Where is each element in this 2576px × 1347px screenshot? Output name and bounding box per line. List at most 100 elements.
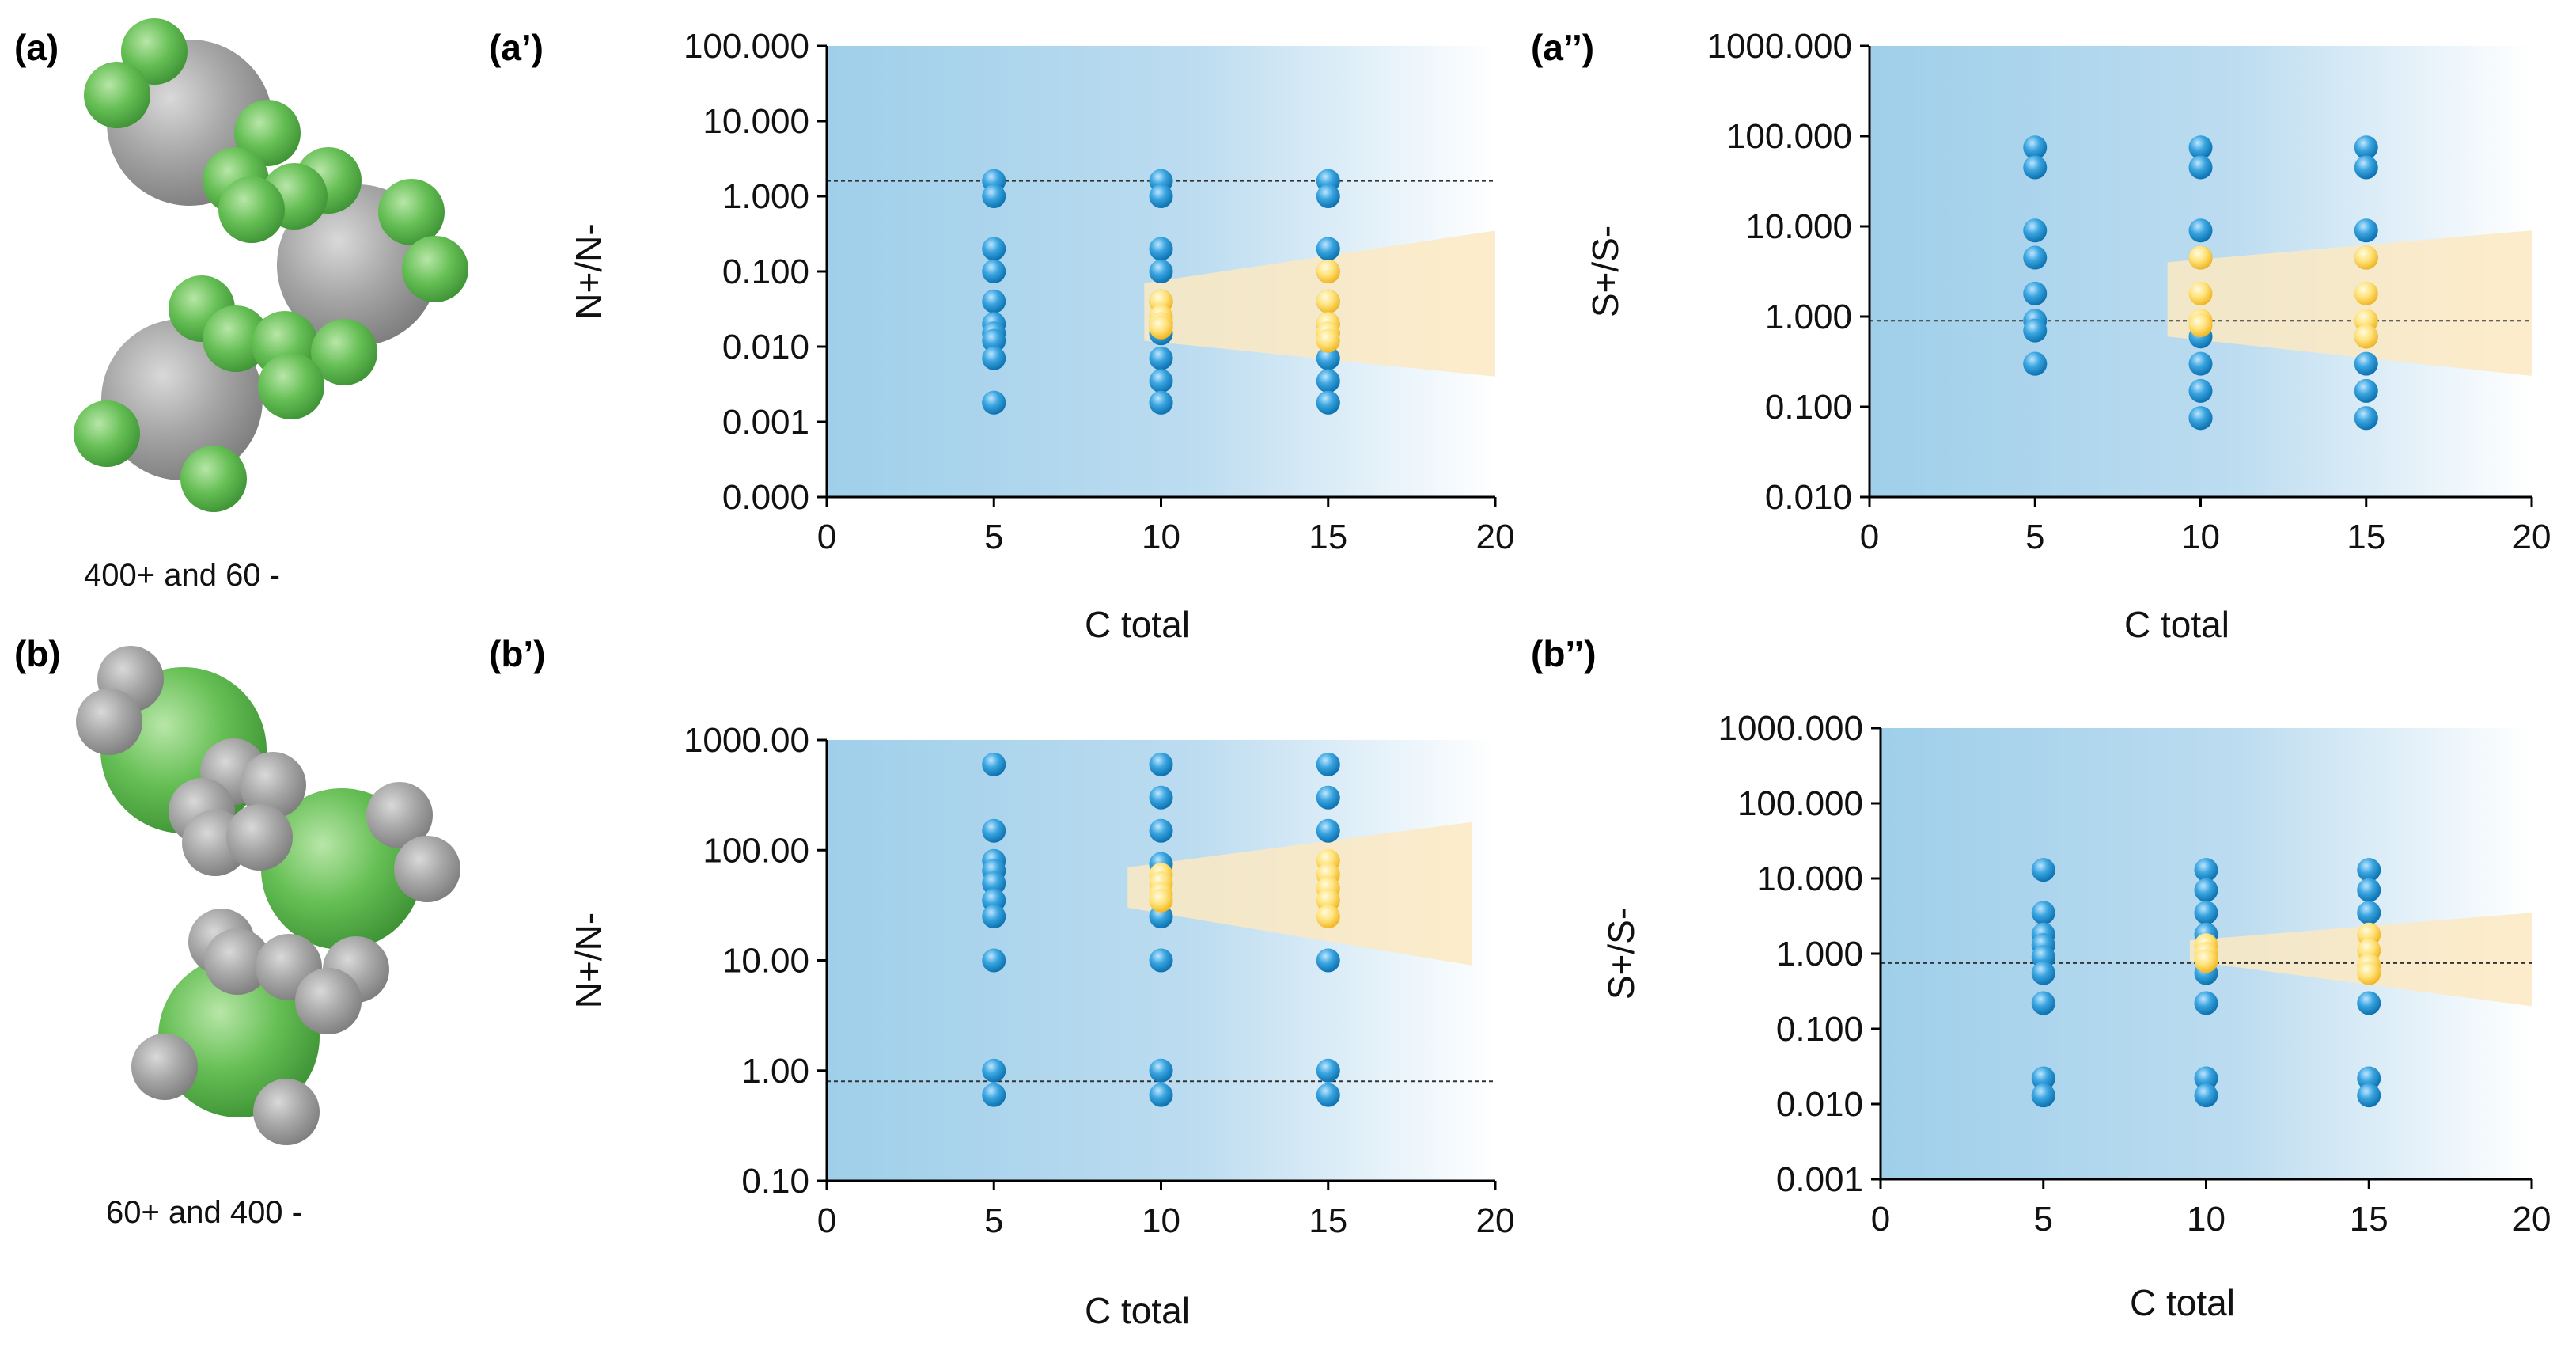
data-point-blue	[2357, 858, 2381, 882]
data-point-blue	[2023, 135, 2048, 160]
data-point-yellow	[1149, 315, 1173, 340]
y-axis-title: N+/N-	[568, 913, 609, 1008]
small-green-sphere	[180, 446, 247, 512]
y-tick-label: 10.000	[703, 102, 809, 141]
small-grey-spheres	[76, 646, 460, 1145]
y-tick-label: 0.100	[1765, 388, 1852, 427]
x-axis-title: C total	[2130, 1282, 2235, 1323]
data-point-yellow	[1149, 888, 1173, 913]
data-point-blue	[1149, 369, 1173, 393]
data-point-blue	[1316, 785, 1340, 810]
data-point-blue	[1316, 818, 1340, 843]
small-grey-sphere	[76, 689, 142, 755]
trend-band	[1127, 821, 1472, 966]
small-green-sphere	[74, 400, 140, 467]
data-point-blue	[2023, 245, 2048, 270]
y-tick-label: 0.100	[722, 252, 809, 291]
data-point-yellow	[2354, 324, 2378, 349]
y-tick-label: 0.001	[1776, 1160, 1863, 1199]
data-point-blue	[2354, 378, 2378, 403]
data-point-blue	[2031, 901, 2055, 925]
small-grey-sphere	[366, 782, 433, 848]
y-tick-label: 0.000	[722, 478, 809, 517]
small-grey-sphere	[204, 928, 271, 995]
data-point-blue	[2194, 991, 2218, 1015]
x-tick-label: 15	[1309, 518, 1347, 556]
data-point-blue	[1149, 390, 1173, 415]
data-point-blue	[1316, 1083, 1340, 1107]
data-point-blue	[1149, 184, 1173, 208]
y-tick-label: 0.010	[722, 328, 809, 366]
y-tick-label: 1.000	[1765, 298, 1852, 336]
data-point-blue	[2023, 281, 2048, 305]
data-point-blue	[2023, 318, 2048, 343]
data-point-blue	[2194, 858, 2218, 882]
x-tick-label: 0	[817, 1201, 836, 1240]
chart-panel-a-prime: (a’) 0.000 0.001 0.010 0.100 1.000 10.000 100.0…	[489, 27, 1514, 645]
data-point-blue	[982, 948, 1006, 973]
data-point-blue	[2194, 1066, 2218, 1091]
data-point-blue	[2357, 878, 2381, 902]
data-point-yellow	[2188, 313, 2213, 338]
small-green-sphere	[258, 353, 324, 419]
x-tick-label: 10	[1142, 518, 1180, 556]
y-tick-label: 0.001	[722, 403, 809, 442]
chart-panel-b-double-prime: (b’’) 0.001 0.010 0.100 1.000 10.000 100.000 10…	[1531, 633, 2551, 1323]
y-tick-label: 100.00	[703, 831, 809, 870]
data-point-blue	[1149, 785, 1173, 810]
x-axis-title: C total	[1085, 604, 1190, 645]
chart-panel-b-prime: (b’) 0.10 1.00 10.00 100.00 1000.00 0 5 10 15 20 C …	[489, 633, 1514, 1331]
data-point-blue	[1316, 752, 1340, 776]
data-point-blue	[982, 184, 1006, 208]
y-axis-title: N+/N-	[568, 223, 609, 319]
x-axis-title: C total	[2124, 604, 2229, 645]
panel-a-illustration: (a) 400+ and 60 -	[14, 18, 468, 593]
data-point-yellow	[1316, 905, 1340, 929]
data-point-blue	[1149, 948, 1173, 973]
chart-panel-a-double-prime: (a’’) 0.010 0.100 1.000 10.000 100.000 1000.00…	[1531, 27, 2551, 645]
data-point-blue	[982, 752, 1006, 776]
y-tick-label: 1000.00	[684, 721, 809, 760]
data-point-blue	[982, 818, 1006, 843]
data-point-blue	[2023, 155, 2048, 180]
data-point-yellow	[1316, 328, 1340, 353]
data-point-blue	[1316, 237, 1340, 261]
small-green-sphere	[311, 319, 377, 385]
data-point-blue	[2194, 1083, 2218, 1108]
small-green-sphere	[203, 305, 269, 372]
trend-band	[2167, 230, 2532, 376]
data-point-blue	[2023, 351, 2048, 376]
x-tick-label: 0	[1860, 518, 1879, 556]
panel-label: (b’)	[489, 633, 546, 674]
data-point-yellow	[2354, 245, 2378, 270]
data-point-yellow	[2357, 961, 2381, 985]
data-point-blue	[982, 871, 1006, 896]
data-point-blue	[982, 346, 1006, 370]
y-tick-label: 100.000	[1737, 784, 1863, 823]
data-point-blue	[1149, 237, 1173, 261]
data-point-yellow	[2194, 949, 2218, 973]
data-point-blue	[982, 260, 1006, 283]
data-point-blue	[982, 289, 1006, 313]
data-point-blue	[982, 1058, 1006, 1083]
data-point-blue	[2188, 351, 2213, 376]
x-tick-label: 10	[1142, 1201, 1180, 1240]
panel-label: (a’)	[489, 27, 544, 68]
small-grey-sphere	[394, 836, 460, 902]
data-point-blue	[1149, 752, 1173, 776]
data-point-blue	[1316, 390, 1340, 415]
data-point-blue	[2188, 406, 2213, 431]
x-tick-label: 20	[2513, 1200, 2551, 1239]
data-point-blue	[2357, 1083, 2381, 1108]
small-grey-sphere	[240, 752, 306, 818]
data-point-blue	[2188, 135, 2213, 160]
small-green-sphere	[121, 18, 188, 85]
panel-b-illustration: (b) 60+ and 400 -	[14, 633, 460, 1230]
panel-label: (b’’)	[1531, 633, 1597, 674]
data-point-blue	[2357, 991, 2381, 1015]
x-tick-label: 10	[2187, 1200, 2226, 1239]
x-tick-label: 15	[2350, 1200, 2388, 1239]
data-point-blue	[2188, 378, 2213, 403]
panel-b-label: (b)	[14, 633, 61, 674]
